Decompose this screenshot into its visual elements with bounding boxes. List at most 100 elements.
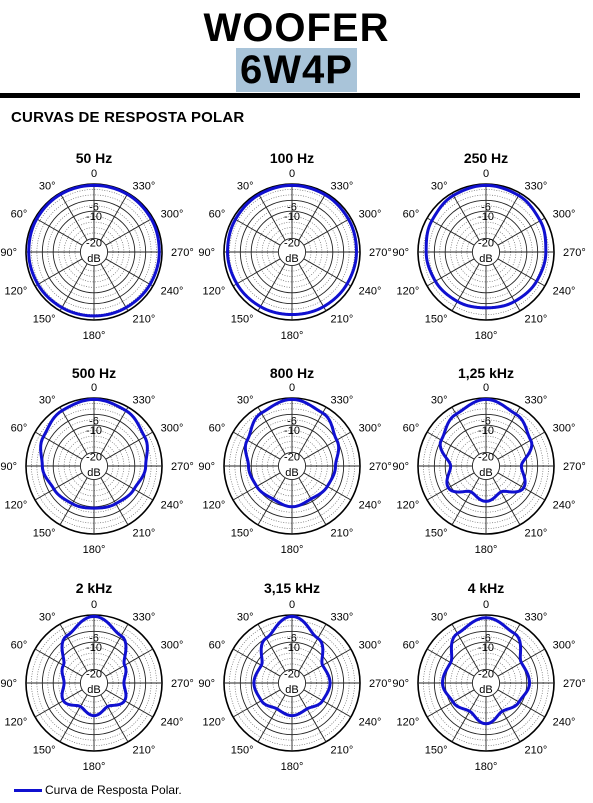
chart-5: 0 330° 300° 270° 240° 210° 180° 150° 120° 90° 60° 3… [198,382,392,556]
chart-7-spoke [59,694,88,743]
chart-9-spoke [492,623,521,672]
chart-5-angle-label: 60° [209,423,226,435]
chart-6-angle-label: 90° [392,461,409,473]
chart-1-spoke [59,263,88,312]
chart-2-angle-label: 120° [203,286,226,298]
chart-2-angle-label: 300° [359,209,382,221]
legend-line [14,788,42,792]
chart-4-angle-label: 210° [133,528,156,540]
chart-5-angle-label: 330° [331,394,354,406]
chart-8-angle-label: 90° [198,678,215,690]
chart-5-db-label: -6 [287,415,297,427]
chart-8-db-label: -10 [284,642,300,654]
chart-6-db-label: -10 [478,425,494,437]
chart-4-spoke [59,477,88,526]
chart-6-spoke [497,431,546,460]
chart-3-db-label: dB [479,253,492,265]
chart-3: 0 330° 300° 270° 240° 210° 180° 150° 120° 90° 60° 3… [392,168,585,342]
chart-8-angle-label: 60° [209,640,226,652]
chart-4-angle-label: 30° [39,394,56,406]
chart-1-spoke [100,263,129,312]
chart-9-angle-label: 210° [525,745,548,757]
chart-3-angle-label: 210° [525,314,548,326]
chart-7-spoke [34,689,83,718]
chart-8-db-label: dB [285,684,298,696]
chart-8-angle-label: 330° [331,611,354,623]
chart-2-angle-label: 180° [281,330,304,342]
chart-9-spoke [497,689,546,718]
chart-4-spoke [100,406,129,455]
chart-1-angle-label: 120° [5,286,28,298]
chart-4-spoke [59,406,88,455]
chart-5-angle-label: 270° [369,461,392,473]
chart-9-db-label: -20 [478,668,494,680]
chart-7-angle-label: 60° [11,640,28,652]
chart-2: 0 330° 300° 270° 240° 210° 180° 150° 120° 90° 60° 3… [198,168,392,342]
model-label: 6W4P [236,48,357,92]
chart-5-db-label: -20 [284,451,300,463]
chart-2-spoke [232,258,281,287]
chart-1-angle-label: 30° [39,180,56,192]
chart-1-db-label: -6 [89,201,99,213]
chart-8-spoke [232,689,281,718]
chart-3-spoke [497,217,546,246]
chart-9-db-label: dB [479,684,492,696]
chart-9-angle-label: 90° [392,678,409,690]
chart-7-angle-label: 300° [161,640,184,652]
chart-7-angle-label: 120° [5,717,28,729]
chart-9-spoke [451,694,480,743]
chart-4-angle-label: 270° [171,461,194,473]
chart-4: 0 330° 300° 270° 240° 210° 180° 150° 120° 90° 60° 3… [0,382,194,556]
chart-7-angle-label: 270° [171,678,194,690]
chart-1-angle-label: 210° [133,314,156,326]
chart-6-db-label: -6 [481,415,491,427]
chart-8-angle-label: 240° [359,717,382,729]
chart-4-db-label: -6 [89,415,99,427]
chart-3-db-label: -20 [478,237,494,249]
chart-2-angle-label: 60° [209,209,226,221]
chart-4-angle-label: 60° [11,423,28,435]
chart-4-angle-label: 0 [91,382,97,394]
chart-7-spoke [34,648,83,677]
chart-4-angle-label: 240° [161,500,184,512]
chart-2-angle-label: 270° [369,247,392,259]
chart-1-db-label: -10 [86,211,102,223]
chart-7: 0 330° 300° 270° 240° 210° 180° 150° 120° 90° 60° 3… [0,599,194,773]
chart-9-angle-label: 180° [475,761,498,773]
chart-3-angle-label: 300° [553,209,576,221]
chart-8-response-curve [252,614,332,718]
chart-9-angle-label: 60° [403,640,420,652]
chart-5-angle-label: 180° [281,544,304,556]
chart-2-db-label: -10 [284,211,300,223]
chart-1-angle-label: 330° [133,180,156,192]
chart-3-spoke [451,263,480,312]
chart-7-angle-label: 30° [39,611,56,623]
chart-6-spoke [451,477,480,526]
chart-1-spoke [34,258,83,287]
chart-2-spoke [232,217,281,246]
chart-5-spoke [298,406,327,455]
chart-6-spoke [426,431,475,460]
chart-3-db-label: -6 [481,201,491,213]
chart-7-angle-label: 90° [0,678,17,690]
chart-5-db-label: dB [285,467,298,479]
chart-1-title: 50 Hz [75,150,113,166]
chart-4-angle-label: 180° [83,544,106,556]
chart-8-spoke [257,694,286,743]
chart-1-spoke [105,258,154,287]
chart-6: 0 330° 300° 270° 240° 210° 180° 150° 120° 90° 60° 3… [392,382,585,556]
chart-9-spoke [451,623,480,672]
chart-6-spoke [426,472,475,501]
chart-2-db-label: dB [285,253,298,265]
chart-8-title: 3,15 kHz [263,580,321,596]
chart-7-angle-label: 150° [33,745,56,757]
chart-4-angle-label: 330° [133,394,156,406]
chart-3-angle-label: 240° [553,286,576,298]
chart-3-title: 250 Hz [463,150,509,166]
chart-2-spoke [298,192,327,241]
chart-6-spoke [497,472,546,501]
chart-8-angle-label: 120° [203,717,226,729]
chart-5-angle-label: 210° [331,528,354,540]
chart-8-spoke [298,694,327,743]
chart-4-spoke [105,472,154,501]
